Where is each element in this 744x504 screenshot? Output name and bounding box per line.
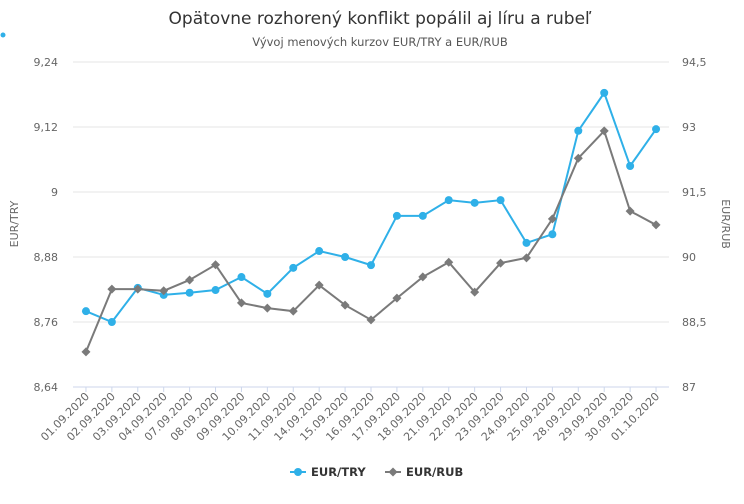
data-point <box>237 273 246 282</box>
y2-tick-label: 90 <box>682 251 696 264</box>
data-point <box>159 286 169 296</box>
data-point <box>470 287 480 297</box>
data-point <box>211 260 221 270</box>
data-point <box>81 307 90 316</box>
data-point <box>81 347 91 357</box>
data-point <box>573 153 583 163</box>
y2-tick-label: 91,5 <box>682 186 707 199</box>
y-tick-label: 8,88 <box>34 251 59 264</box>
y-axis-title: EUR/TRY <box>8 200 21 247</box>
data-point <box>340 300 350 310</box>
data-point <box>548 230 557 239</box>
data-point <box>367 261 375 270</box>
data-point <box>366 315 376 325</box>
data-point <box>470 198 479 207</box>
y-tick-label: 9,24 <box>34 56 59 69</box>
y2-tick-label: 88,5 <box>682 316 707 329</box>
data-point <box>444 196 453 205</box>
legend-label: EUR/RUB <box>406 465 463 479</box>
data-point <box>600 88 609 97</box>
data-point <box>288 306 298 316</box>
data-point <box>392 293 402 303</box>
legend-marker <box>388 467 398 477</box>
data-point <box>315 247 324 256</box>
data-point <box>496 196 505 205</box>
data-point <box>392 211 401 220</box>
data-point <box>547 214 557 224</box>
y2-tick-label: 93 <box>682 121 696 134</box>
data-point <box>107 284 117 294</box>
y-tick-label: 9,12 <box>34 121 59 134</box>
data-point <box>444 257 454 267</box>
data-point <box>625 206 635 216</box>
decor-dot <box>0 32 6 38</box>
y-tick-label: 9 <box>51 186 58 199</box>
y2-tick-label: 94,5 <box>682 56 707 69</box>
data-point <box>263 289 272 298</box>
data-point <box>496 258 506 268</box>
data-point <box>652 125 661 134</box>
data-point <box>211 286 220 295</box>
data-point <box>341 253 350 261</box>
data-point <box>289 263 298 272</box>
data-point <box>133 284 143 294</box>
data-point <box>107 318 116 326</box>
data-point <box>521 253 531 263</box>
data-point <box>236 298 246 308</box>
y2-axis-title: EUR/RUB <box>719 199 732 249</box>
data-point <box>651 220 661 230</box>
chart-subtitle: Vývoj menových kurzov EUR/TRY a EUR/RUB <box>252 35 508 49</box>
legend-label: EUR/TRY <box>311 465 366 479</box>
data-point <box>418 272 428 282</box>
data-point <box>262 303 272 313</box>
data-point <box>626 162 635 170</box>
chart-title: Opätovne rozhorený konflikt popálil aj l… <box>169 9 593 29</box>
data-point <box>185 288 194 297</box>
y-tick-label: 8,64 <box>34 381 59 394</box>
data-point <box>599 126 609 136</box>
y2-tick-label: 87 <box>682 381 696 394</box>
data-point <box>185 275 195 285</box>
data-point <box>418 211 427 220</box>
data-point <box>522 238 531 247</box>
data-point <box>574 126 583 135</box>
legend-marker <box>294 468 302 476</box>
y-tick-label: 8,76 <box>34 316 59 329</box>
data-point <box>314 280 324 290</box>
